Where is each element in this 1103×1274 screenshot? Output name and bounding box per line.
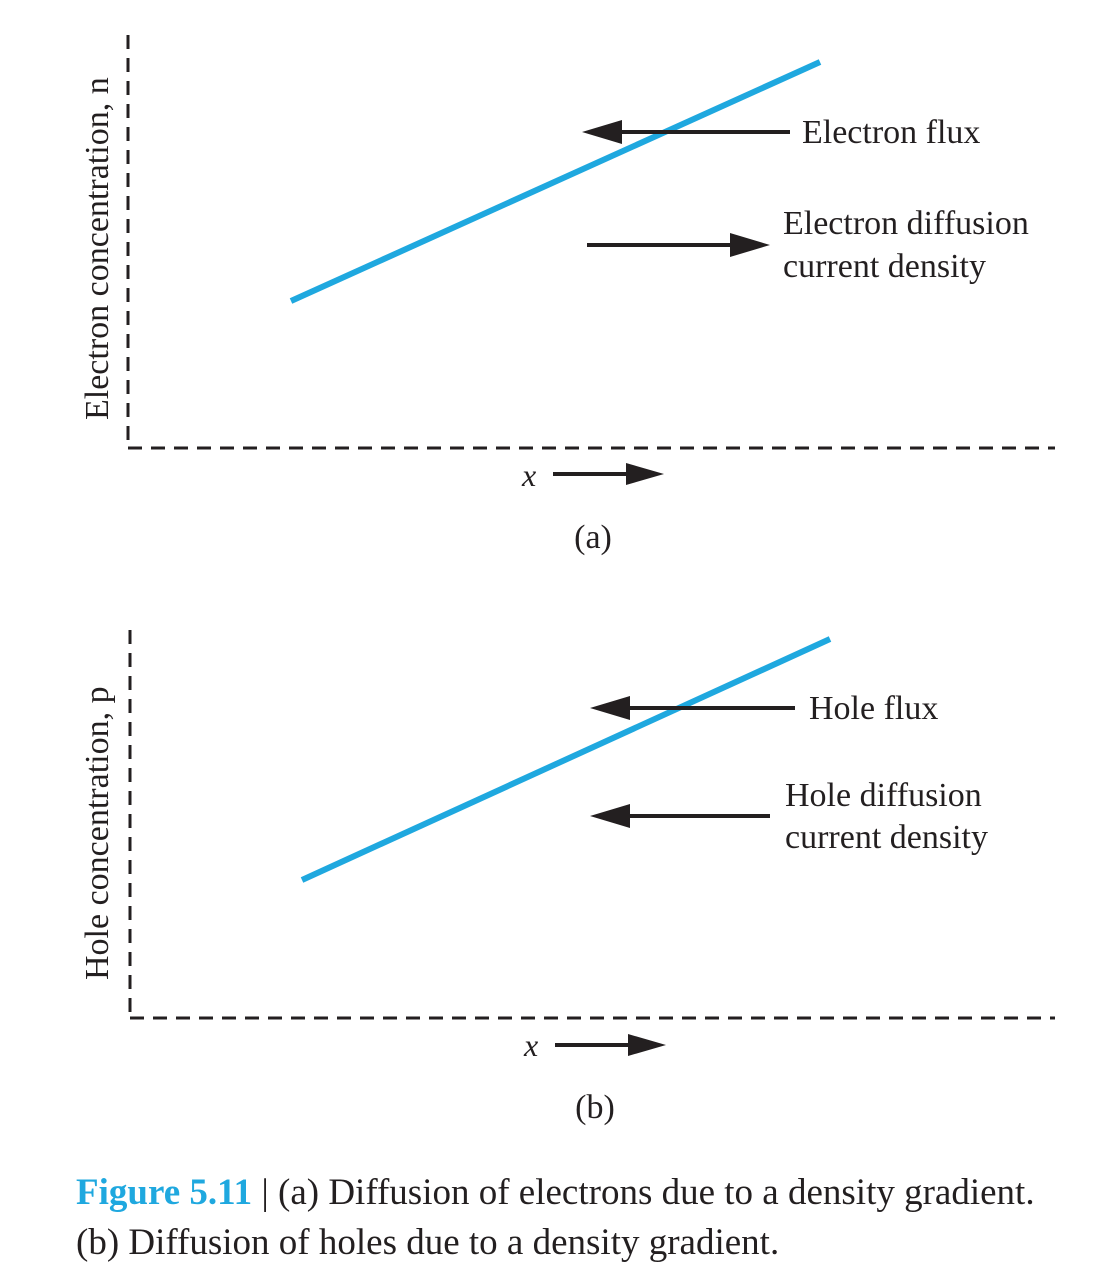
figure-caption: Figure 5.11 | (a) Diffusion of electrons… [76, 1168, 1086, 1268]
current-label-b-line1: Hole diffusion [785, 777, 982, 814]
caption-separator: | [252, 1172, 279, 1213]
x-label-a: x [521, 457, 536, 493]
x-label-b: x [523, 1027, 538, 1063]
concentration-line-a [289, 59, 822, 304]
x-arrowhead-b [628, 1034, 666, 1056]
y-axis-label-b: Hole concentration, p [79, 686, 116, 980]
flux-arrowhead-a [582, 120, 622, 144]
x-arrowhead-a [626, 463, 664, 485]
figure-number: Figure 5.11 [76, 1172, 253, 1213]
current-label-b-line2: current density [785, 819, 988, 856]
current-arrowhead-a [730, 233, 770, 257]
current-arrowhead-b [590, 804, 630, 828]
y-axis-label-a: Electron concentration, n [79, 77, 116, 420]
flux-arrowhead-b [590, 696, 630, 720]
flux-label-a: Electron flux [802, 114, 980, 151]
diagram-svg: Electron concentration, n Electron flux … [79, 35, 1055, 1126]
panel-a: Electron concentration, n Electron flux … [79, 35, 1055, 556]
concentration-line-b [300, 636, 832, 883]
panel-b: Hole concentration, p Hole flux Hole dif… [79, 630, 1055, 1126]
panel-label-b: (b) [575, 1089, 615, 1126]
current-label-a-line2: current density [783, 248, 986, 285]
panel-label-a: (a) [574, 519, 612, 556]
current-label-a-line1: Electron diffusion [783, 205, 1029, 242]
flux-label-b: Hole flux [809, 690, 938, 727]
caption-text: (a) Diffusion of electrons due to a dens… [76, 1172, 1035, 1263]
